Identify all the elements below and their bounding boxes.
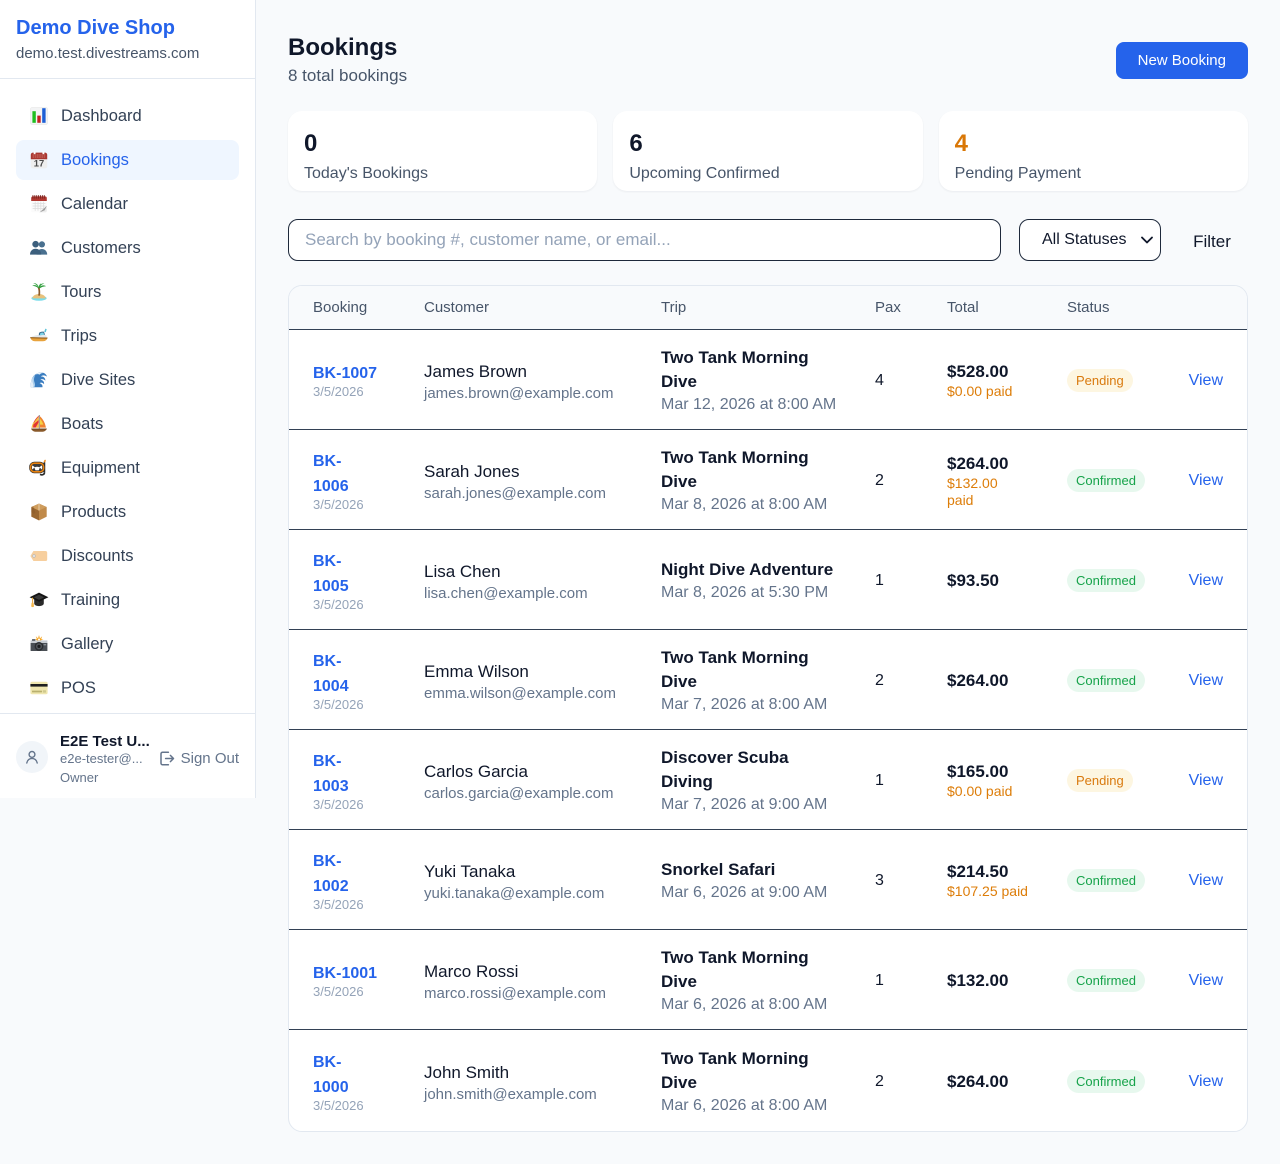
svg-text:17: 17: [33, 157, 43, 168]
